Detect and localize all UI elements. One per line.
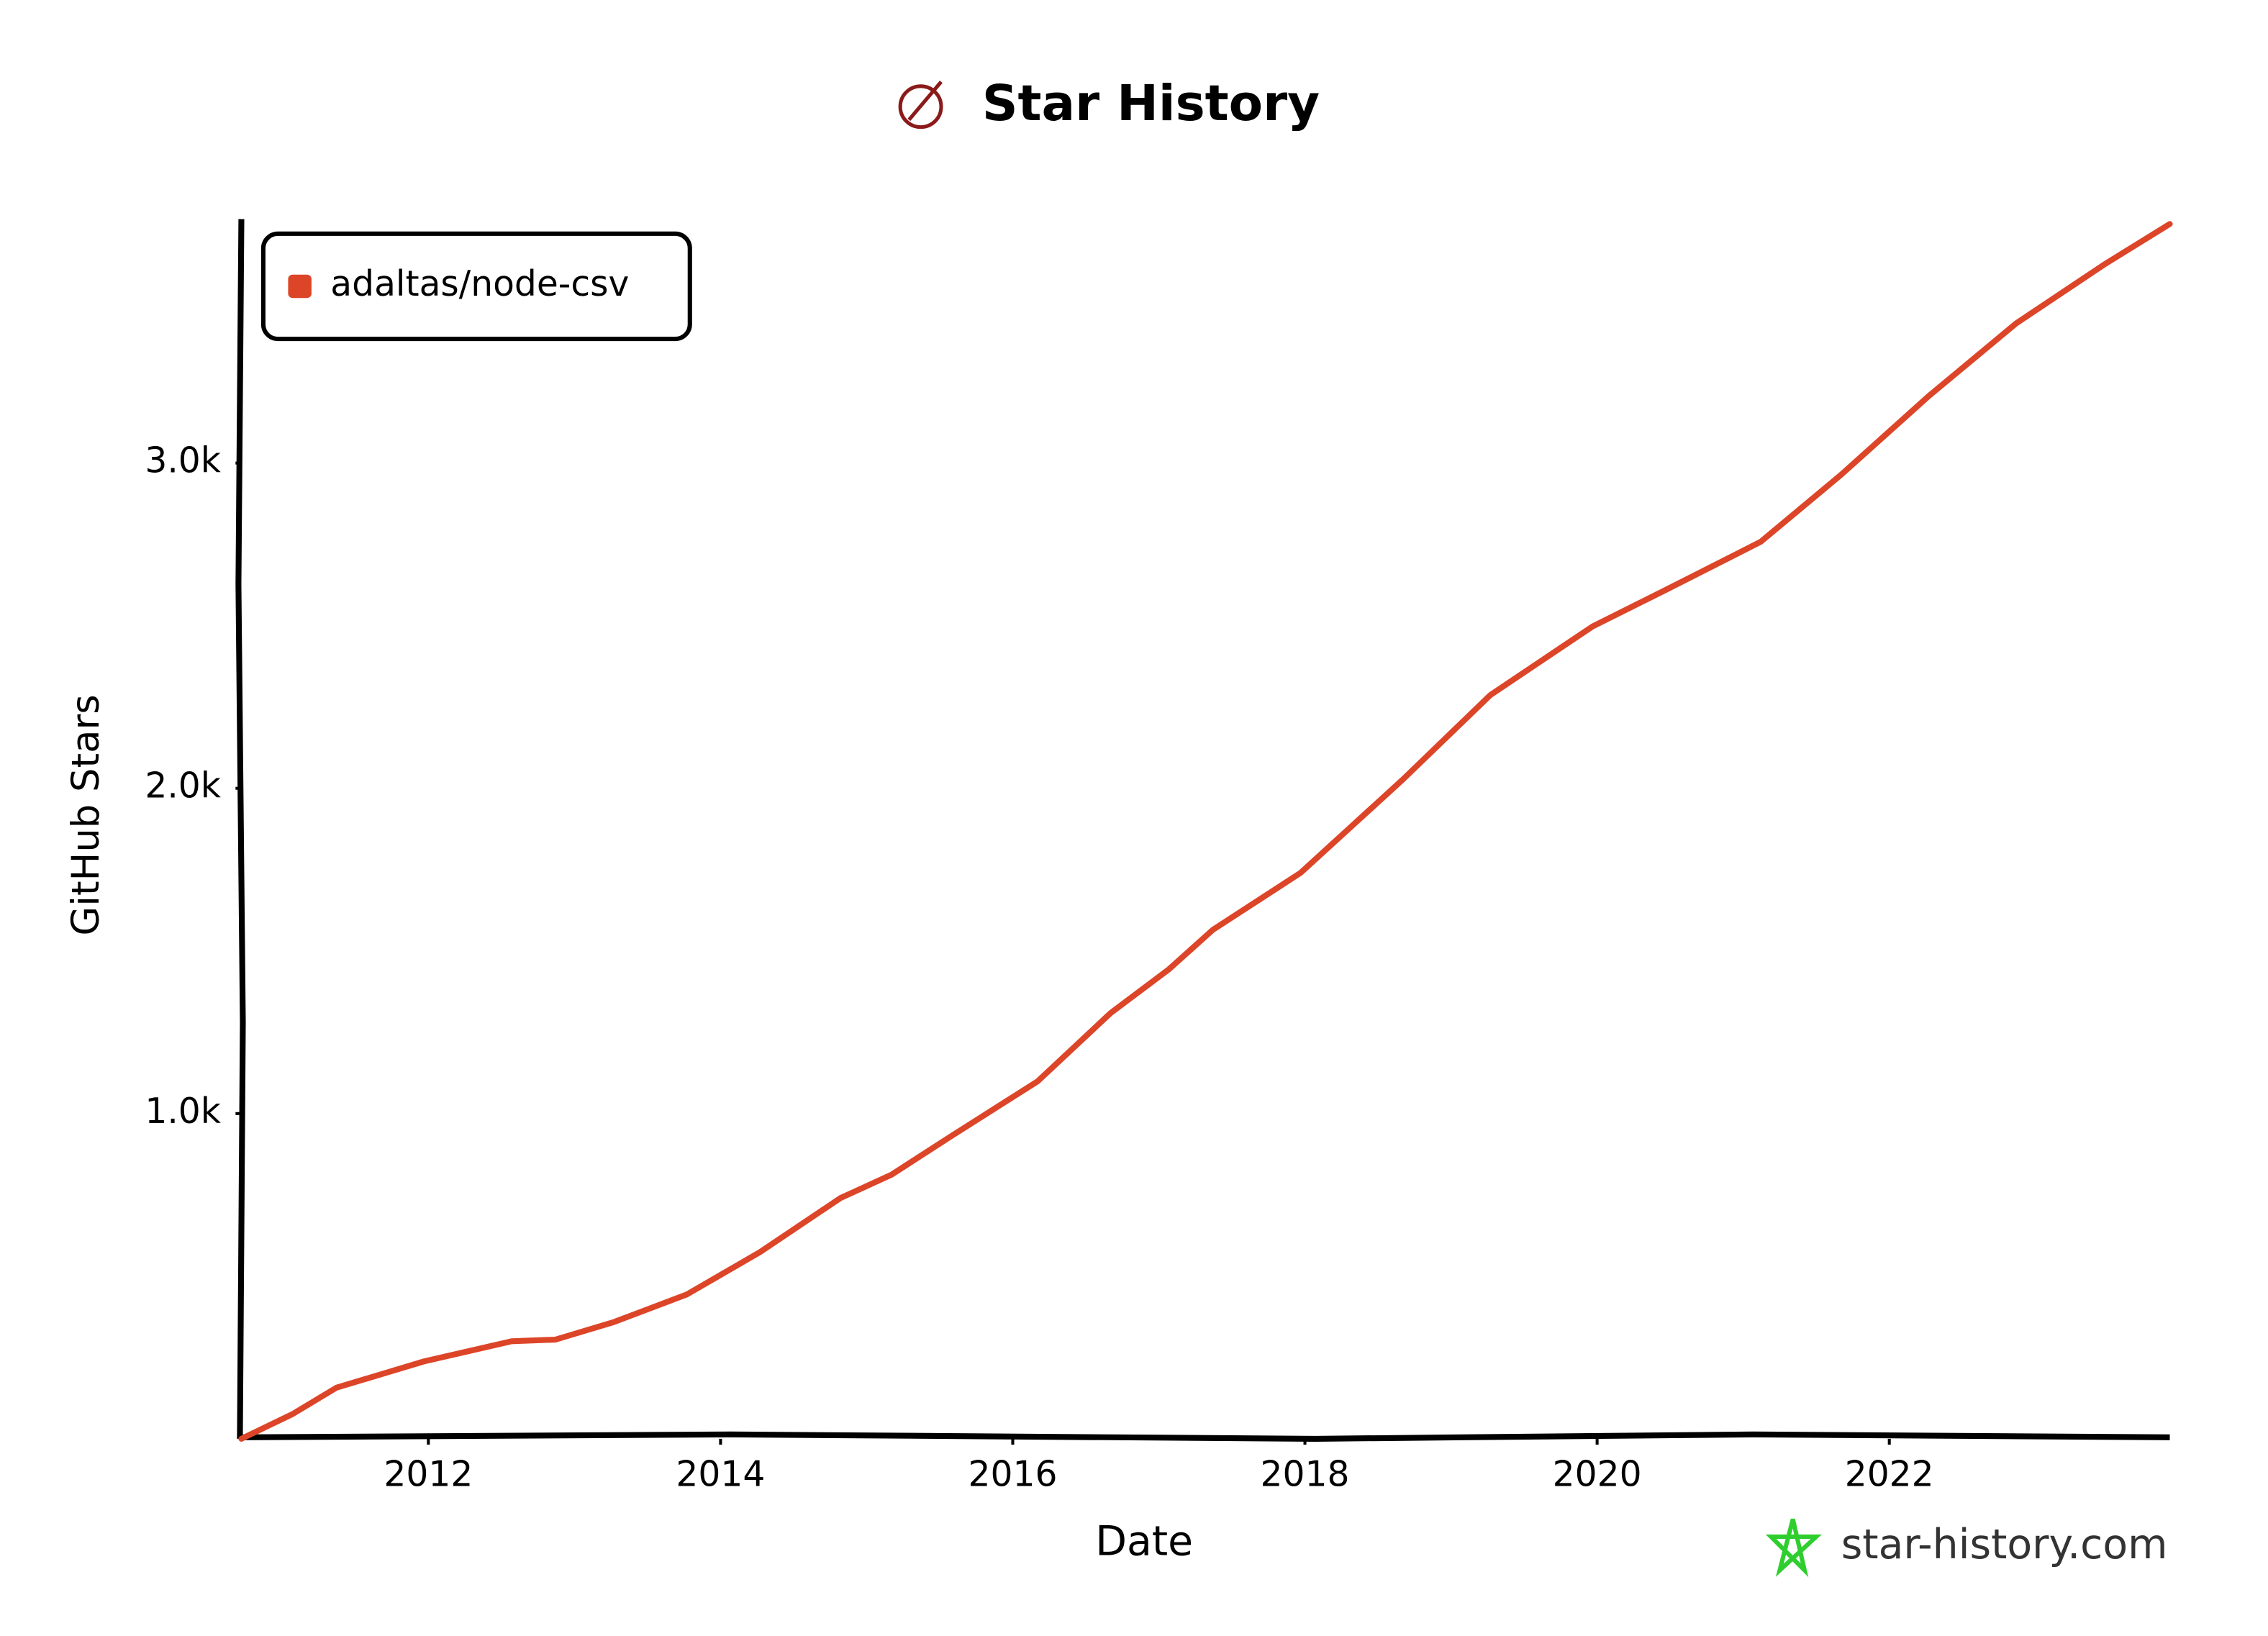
legend-swatch bbox=[288, 274, 312, 299]
x-tick-label: 2022 bbox=[1845, 1455, 1934, 1495]
y-tick-label: 2.0k bbox=[145, 766, 221, 806]
watermark-text: star-history.com bbox=[1841, 1521, 2168, 1568]
title-icon bbox=[898, 81, 943, 129]
x-tick-label: 2012 bbox=[384, 1455, 473, 1495]
x-axis-label: Date bbox=[1095, 1518, 1193, 1565]
x-tick-label: 2018 bbox=[1261, 1455, 1350, 1495]
x-tick-label: 2016 bbox=[968, 1455, 1057, 1495]
y-tick-label: 1.0k bbox=[145, 1091, 221, 1132]
watermark: star-history.com bbox=[1765, 1518, 2168, 1578]
x-axis bbox=[241, 1431, 2170, 1442]
x-tick-label: 2020 bbox=[1553, 1455, 1642, 1495]
legend-label: adaltas/node-csv bbox=[330, 264, 629, 304]
chart-title: Star History bbox=[982, 75, 1320, 132]
y-axis bbox=[235, 219, 246, 1439]
x-tick-label: 2014 bbox=[676, 1455, 765, 1495]
line-series bbox=[238, 221, 2173, 1442]
y-axis-label: GitHub Stars bbox=[64, 694, 108, 935]
y-tick-label: 3.0k bbox=[145, 441, 221, 481]
legend-box bbox=[260, 231, 692, 342]
